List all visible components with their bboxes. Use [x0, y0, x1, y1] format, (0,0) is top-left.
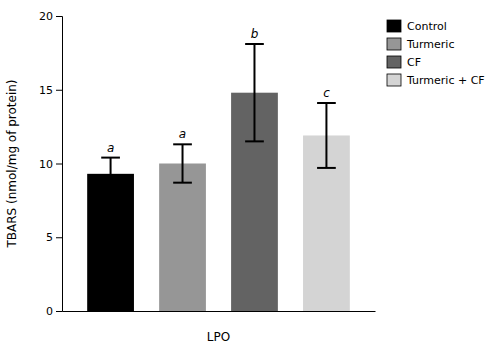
error-bar: [245, 44, 264, 141]
error-bar: [317, 103, 336, 168]
y-tick-mark: [56, 237, 62, 238]
x-axis: [63, 311, 376, 312]
legend-label: CF: [407, 56, 421, 69]
error-bar-cap: [317, 167, 336, 169]
annotation: a: [179, 127, 186, 141]
error-bar-stem: [110, 158, 112, 190]
error-bar-cap: [245, 43, 264, 45]
legend-label: Turmeric + CF: [406, 74, 485, 87]
error-bar-cap: [317, 102, 336, 104]
error-bar-stem: [182, 144, 184, 182]
y-tick-mark: [56, 311, 62, 312]
legend-swatch: [387, 74, 401, 86]
error-bar-cap: [173, 182, 192, 184]
plot: 0 5 10 15 20 a a b c: [39, 10, 376, 318]
y-tick-label: 5: [46, 231, 53, 244]
y-tick-label: 20: [39, 10, 53, 23]
error-bar: [101, 158, 120, 190]
annotation: a: [107, 141, 114, 155]
error-bar-cap: [245, 140, 264, 142]
y-tick: 5: [46, 231, 62, 244]
y-tick: 0: [46, 305, 62, 318]
y-tick: 10: [39, 158, 62, 171]
y-tick-mark: [56, 164, 62, 165]
legend-item: Turmeric: [387, 38, 454, 51]
error-bar: [173, 144, 192, 182]
error-bar-cap: [101, 189, 120, 191]
legend-item: Control: [387, 20, 447, 33]
y-axis: 0 5 10 15 20: [39, 10, 63, 318]
annotations: a a b c: [107, 27, 330, 155]
legend-item: Turmeric + CF: [387, 74, 485, 87]
legend-label: Control: [407, 20, 447, 33]
legend-swatch: [387, 20, 401, 32]
error-bar-stem: [325, 103, 327, 168]
y-tick-mark: [56, 16, 62, 17]
bar: [87, 174, 134, 311]
chart: 0 5 10 15 20 a a b c LPO TBARS (nmol/mg of protein…: [0, 0, 500, 353]
legend-swatch: [387, 56, 401, 68]
x-axis-line: [63, 311, 376, 312]
legend-swatch: [387, 38, 401, 50]
y-tick-label: 10: [39, 158, 53, 171]
y-axis-title: TBARS (nmol/mg of protein): [5, 79, 19, 248]
bar: [159, 164, 206, 312]
legend-item: CF: [387, 56, 421, 69]
y-tick-label: 15: [39, 84, 53, 97]
error-bar-cap: [173, 143, 192, 145]
y-tick: 20: [39, 10, 62, 23]
annotation: c: [323, 86, 330, 100]
error-bar-cap: [101, 157, 120, 159]
marks: [87, 44, 350, 311]
annotation: b: [251, 27, 259, 41]
legend-label: Turmeric: [406, 38, 454, 51]
y-tick: 15: [39, 84, 62, 97]
y-axis-line: [56, 17, 63, 312]
y-tick-mark: [56, 90, 62, 91]
y-tick-label: 0: [46, 305, 53, 318]
legend: Control Turmeric CF Turmeric + CF: [387, 20, 485, 87]
error-bar-stem: [253, 44, 255, 141]
x-axis-title: LPO: [207, 330, 230, 344]
